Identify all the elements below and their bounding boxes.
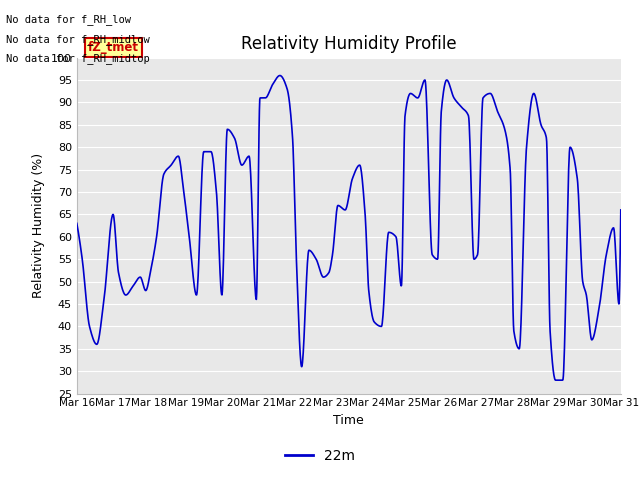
Legend: 22m: 22m: [280, 443, 360, 468]
Text: No data for f_RH_midtop: No data for f_RH_midtop: [6, 53, 150, 64]
Text: fZ_tmet: fZ_tmet: [88, 41, 139, 54]
Title: Relativity Humidity Profile: Relativity Humidity Profile: [241, 35, 456, 53]
Text: No data for f_RH_low: No data for f_RH_low: [6, 14, 131, 25]
X-axis label: Time: Time: [333, 414, 364, 427]
Text: No data for f_RH_midlow: No data for f_RH_midlow: [6, 34, 150, 45]
Y-axis label: Relativity Humidity (%): Relativity Humidity (%): [33, 153, 45, 298]
